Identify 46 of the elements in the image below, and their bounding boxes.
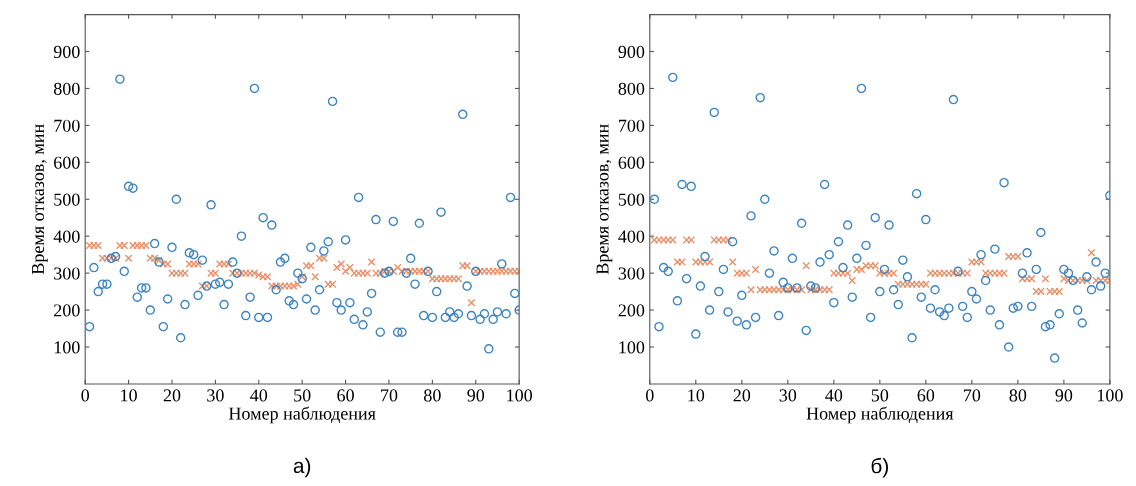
x-tick-label: 10 [688,389,705,402]
x-tick-label: 50 [294,389,311,402]
x-tick-label: 30 [779,389,797,402]
y-tick-label: 100 [54,341,80,354]
x-tick-label: 100 [1097,389,1123,402]
y-tick-label: 400 [53,230,80,243]
x-tick-label: 80 [424,389,441,402]
x-tick-label: 20 [163,389,181,402]
x-tick-label: 100 [507,389,533,402]
text: а) [293,457,311,478]
y-tick-label: 300 [54,267,80,280]
y-tick-label: 500 [618,193,645,206]
x-tick-label: 30 [207,389,224,402]
x-tick-label: 70 [964,389,981,402]
y-tick-label: 100 [619,341,645,354]
y-tick-label: 200 [618,304,645,317]
text: б) [871,457,888,478]
x-tick-label: 60 [337,389,354,402]
y-tick-label: 600 [618,156,645,169]
x-tick-label: 50 [871,389,889,402]
y-tick-label: 300 [618,267,645,280]
x-tick-label: 40 [250,389,268,402]
x-tick-label: 20 [733,389,751,402]
y-tick-label: 400 [618,230,645,243]
x-tick-label: 70 [381,389,398,402]
y-axis-title: Время отказов, мин [32,124,48,275]
x-tick-label: 90 [467,389,485,402]
x-tick-label: 40 [825,389,843,402]
y-tick-label: 900 [53,45,80,58]
x-tick-label: 10 [121,389,137,402]
x-tick-label: 60 [917,389,935,402]
x-tick-label: 80 [1009,389,1027,402]
y-axis-title: Время отказов, мин [596,124,613,275]
x-tick-label: 0 [81,389,90,402]
y-tick-label: 800 [618,82,645,95]
x-axis-title: Номер наблюдения [806,406,954,424]
y-tick-label: 200 [54,304,80,317]
x-tick-label: 90 [1055,389,1073,402]
y-tick-label: 500 [54,193,80,206]
y-tick-label: 600 [54,156,80,169]
x-axis-title: Номер наблюдения [228,406,376,424]
y-tick-label: 700 [54,119,80,132]
y-tick-label: 900 [618,45,645,58]
x-tick-label: 0 [645,389,654,402]
y-tick-label: 800 [53,82,80,95]
y-tick-label: 700 [619,119,645,132]
